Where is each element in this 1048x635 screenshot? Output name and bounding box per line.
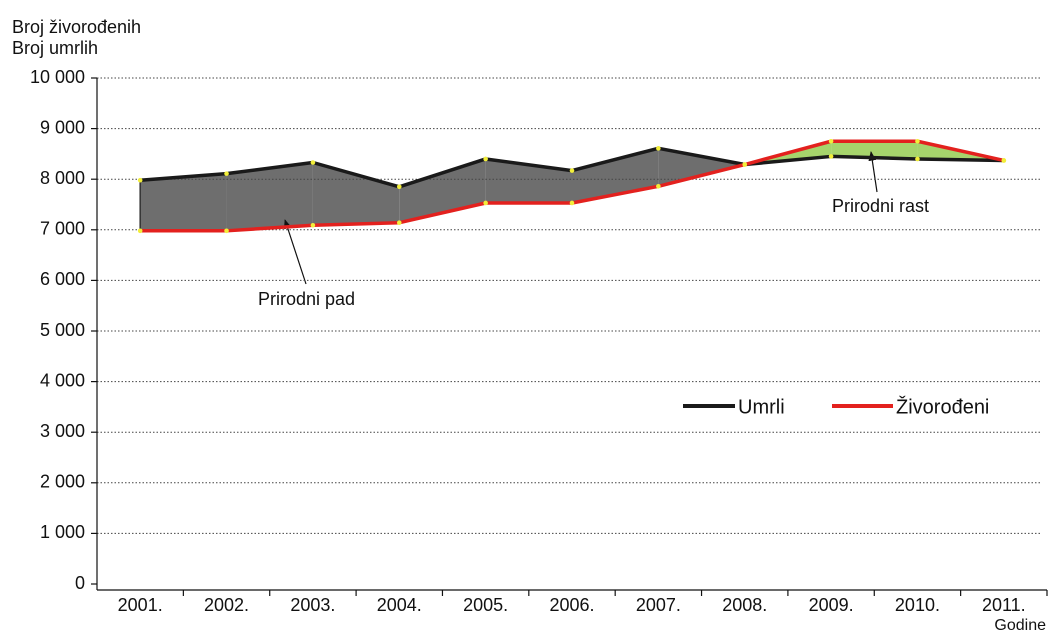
point [828, 138, 834, 144]
y-tick-label: 0 [75, 573, 85, 593]
point [915, 138, 920, 144]
legend-label: Živorođeni [896, 395, 989, 418]
point [224, 171, 229, 176]
point [742, 162, 748, 167]
x-tick-label: 2007. [636, 595, 681, 615]
y-tick-label: 6 000 [40, 269, 85, 289]
point [137, 177, 143, 183]
x-axis-label: Godine [994, 617, 1046, 634]
point [656, 183, 661, 189]
y-tick-label: 7 000 [40, 219, 85, 239]
area-fill [312, 162, 400, 226]
point [483, 156, 488, 162]
point [310, 222, 316, 228]
y-axis-label: Broj živorođenih [12, 17, 141, 37]
y-tick-label: 5 000 [40, 320, 85, 340]
fill-areas [140, 141, 1004, 231]
x-tick-label: 2011. [982, 595, 1026, 615]
y-axis-label: Broj umrlih [12, 38, 98, 58]
point [569, 200, 575, 206]
y-tick-label: 3 000 [40, 421, 85, 441]
x-tick-label: 2005. [463, 595, 508, 615]
y-tick-label: 2 000 [40, 472, 85, 492]
point [137, 228, 143, 234]
point [656, 146, 661, 151]
area-fill [831, 141, 918, 159]
annotation: Prirodni rast [832, 196, 929, 216]
point [569, 168, 575, 173]
x-tick-label: 2009. [809, 595, 854, 615]
x-tick-label: 2004. [377, 595, 422, 615]
y-tick-label: 1 000 [40, 522, 85, 542]
x-tick-label: 2002. [204, 595, 249, 615]
x-tick-label: 2010. [895, 595, 940, 615]
y-tick-label: 10 000 [30, 67, 85, 87]
y-tick-label: 8 000 [40, 168, 85, 188]
annotation-arrow [284, 219, 307, 285]
x-tick-label: 2008. [722, 595, 767, 615]
point [310, 160, 316, 165]
annotation: Prirodni pad [258, 289, 355, 309]
area-fill [140, 173, 227, 231]
point [224, 228, 229, 234]
y-tick-label: 4 000 [40, 370, 85, 390]
x-tick-label: 2001. [118, 595, 163, 615]
point [483, 200, 488, 206]
point [915, 156, 920, 162]
point [1001, 158, 1007, 163]
y-tick-label: 9 000 [40, 117, 85, 137]
x-tick-label: 2003. [290, 595, 335, 615]
point [828, 154, 834, 159]
area-fill [485, 158, 572, 203]
legend-label: Umrli [738, 396, 785, 418]
point [396, 184, 402, 190]
area-fill [658, 148, 745, 187]
point [396, 220, 402, 226]
x-tick-label: 2006. [549, 595, 594, 615]
